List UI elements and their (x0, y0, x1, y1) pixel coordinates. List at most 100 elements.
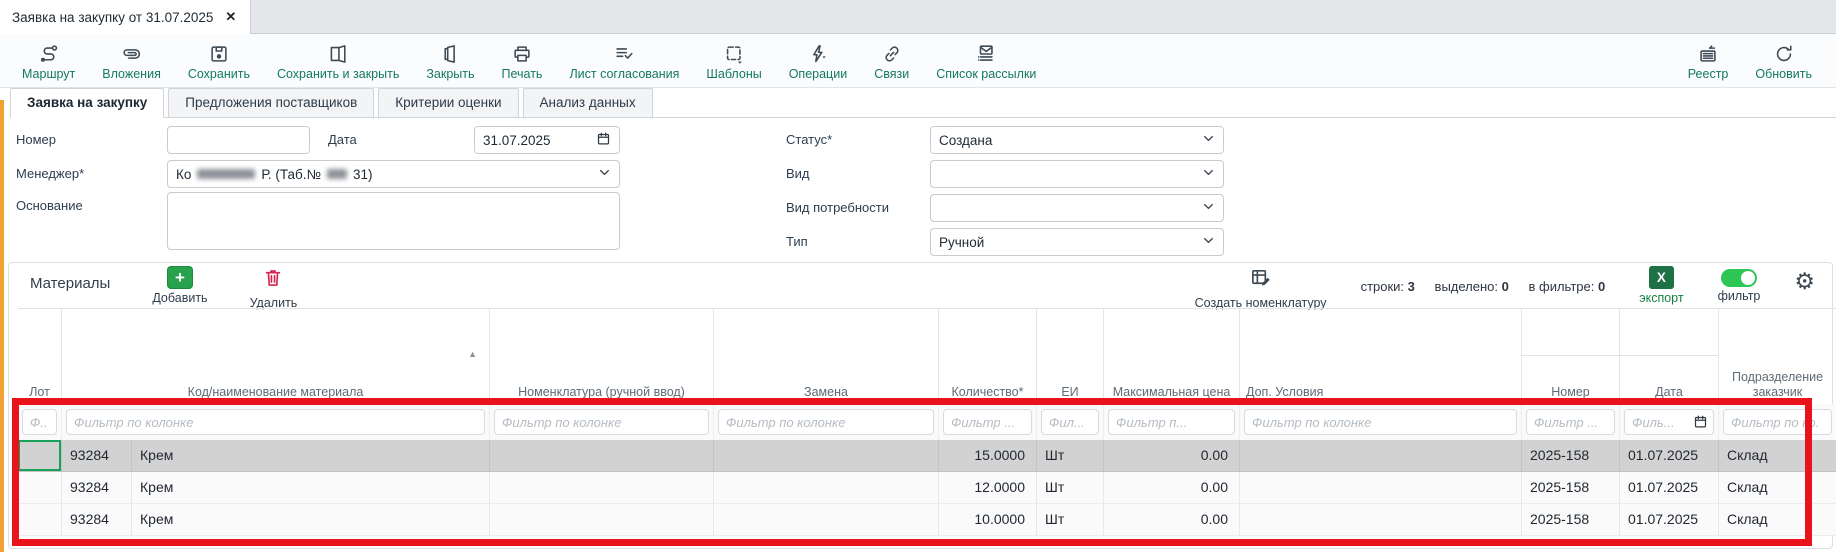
cell-code[interactable]: 93284 (62, 472, 132, 504)
column-header-quantity[interactable]: Количество* (939, 309, 1037, 404)
cell-unit[interactable]: Шт (1037, 504, 1104, 536)
cell-unit[interactable]: Шт (1037, 440, 1104, 472)
chevron-down-icon[interactable] (1202, 166, 1215, 182)
cell-lot[interactable] (18, 440, 62, 472)
chevron-down-icon[interactable] (598, 166, 611, 182)
create-nomenclature-button[interactable]: Создать номенклатуру (1195, 266, 1327, 310)
cell-extra[interactable] (1240, 440, 1522, 472)
toggle-on-icon[interactable] (1720, 269, 1757, 287)
cell-replacement[interactable] (714, 504, 939, 536)
cell-extra[interactable] (1240, 504, 1522, 536)
calendar-icon[interactable] (596, 131, 611, 149)
filter-input-replacement[interactable] (718, 409, 934, 435)
cell-max-price[interactable]: 0.00 (1104, 472, 1240, 504)
cell-number[interactable]: 2025-158 (1522, 472, 1620, 504)
cell-max-price[interactable]: 0.00 (1104, 440, 1240, 472)
templates-button[interactable]: Шаблоны (706, 43, 762, 81)
cell-name[interactable]: Крем (132, 472, 490, 504)
date-input[interactable]: 31.07.2025 (474, 126, 620, 154)
cell-quantity[interactable]: 12.0000 (939, 472, 1037, 504)
cell-code[interactable]: 93284 (62, 504, 132, 536)
column-header-replacement[interactable]: Замена (714, 309, 939, 404)
refresh-button[interactable]: Обновить (1755, 43, 1812, 81)
cell-extra[interactable] (1240, 472, 1522, 504)
operations-button[interactable]: Операции (789, 43, 847, 81)
cell-lot[interactable] (18, 472, 62, 504)
column-header-max-price[interactable]: Максимальная цена (1104, 309, 1240, 404)
tab-evaluation-criteria[interactable]: Критерии оценки (378, 88, 519, 118)
cell-name[interactable]: Крем (132, 440, 490, 472)
filter-input-max-price[interactable] (1108, 409, 1235, 435)
cell-unit[interactable]: Шт (1037, 472, 1104, 504)
cell-division[interactable]: Склад (1719, 472, 1836, 504)
column-header-unit[interactable]: ЕИ (1037, 309, 1104, 404)
attachments-button[interactable]: Вложения (102, 43, 161, 81)
filter-input-lot[interactable] (22, 409, 57, 435)
number-input[interactable] (167, 126, 310, 154)
tab-data-analysis[interactable]: Анализ данных (522, 88, 653, 118)
cell-quantity[interactable]: 15.0000 (939, 440, 1037, 472)
cell-date[interactable]: 01.07.2025 (1620, 440, 1719, 472)
tab-request[interactable]: Заявка на закупку (10, 88, 165, 118)
tab-supplier-offers[interactable]: Предложения поставщиков (168, 88, 375, 118)
kind-select[interactable] (930, 160, 1224, 188)
cell-nomenclature[interactable] (490, 504, 714, 536)
chevron-down-icon[interactable] (1202, 132, 1215, 148)
cell-nomenclature[interactable] (490, 472, 714, 504)
filter-input-quantity[interactable] (943, 409, 1032, 435)
filter-input-division[interactable] (1723, 409, 1832, 435)
excel-export-button[interactable]: X экспорт (1639, 266, 1684, 305)
chevron-down-icon[interactable] (1202, 234, 1215, 250)
column-header-nomenclature[interactable]: Номенклатура (ручной ввод) (490, 309, 714, 404)
close-document-button[interactable]: Закрыть (426, 43, 475, 81)
need-kind-select[interactable] (930, 194, 1224, 222)
column-header-number[interactable]: Номер (1521, 309, 1620, 404)
cell-number[interactable]: 2025-158 (1522, 504, 1620, 536)
table-row[interactable]: 93284 Крем 15.0000 Шт 0.00 2025-158 01.0… (18, 440, 1836, 472)
close-icon[interactable]: ✕ (225, 9, 237, 24)
registry-button[interactable]: Реестр (1688, 43, 1728, 81)
cell-name[interactable]: Крем (132, 504, 490, 536)
sort-asc-icon[interactable]: ▲ (468, 349, 477, 360)
cell-lot[interactable] (18, 504, 62, 536)
filter-input-extra[interactable] (1244, 409, 1517, 435)
print-button[interactable]: Печать (502, 43, 542, 81)
column-header-lot[interactable]: Лот (18, 309, 62, 404)
cell-replacement[interactable] (714, 440, 939, 472)
type-select[interactable]: Ручной (930, 228, 1224, 256)
delete-row-button[interactable]: Удалить (250, 266, 297, 310)
filter-input-code-name[interactable] (66, 409, 485, 435)
filter-input-unit[interactable] (1041, 409, 1099, 435)
cell-number[interactable]: 2025-158 (1522, 440, 1620, 472)
chevron-down-icon[interactable] (1202, 200, 1215, 216)
save-close-button[interactable]: Сохранить и закрыть (277, 43, 399, 81)
approval-sheet-button[interactable]: Лист согласования (569, 43, 679, 81)
cell-date[interactable]: 01.07.2025 (1620, 472, 1719, 504)
table-row[interactable]: 93284 Крем 12.0000 Шт 0.00 2025-158 01.0… (18, 472, 1836, 504)
column-header-division[interactable]: Подразделение заказчик (1719, 309, 1836, 404)
links-button[interactable]: Связи (874, 43, 909, 81)
route-button[interactable]: Маршрут (22, 43, 75, 81)
filter-input-date[interactable] (1624, 409, 1714, 435)
filter-input-nomenclature[interactable] (494, 409, 709, 435)
filter-input-number[interactable] (1526, 409, 1615, 435)
cell-replacement[interactable] (714, 472, 939, 504)
manager-select[interactable]: Ко Р. (Таб.№ 31) (167, 160, 620, 188)
column-header-extra[interactable]: Доп. Условия (1240, 309, 1522, 404)
save-button[interactable]: Сохранить (188, 43, 250, 81)
column-header-code-name[interactable]: Код/наименование материала ▲ (62, 309, 490, 404)
table-row[interactable]: 93284 Крем 10.0000 Шт 0.00 2025-158 01.0… (18, 504, 1836, 536)
column-header-date[interactable]: Дата (1619, 309, 1719, 404)
mailing-list-button[interactable]: Список рассылки (936, 43, 1036, 81)
basis-textarea[interactable] (167, 192, 620, 250)
cell-max-price[interactable]: 0.00 (1104, 504, 1240, 536)
add-row-button[interactable]: + Добавить (152, 266, 208, 305)
cell-nomenclature[interactable] (490, 440, 714, 472)
cell-division[interactable]: Склад (1719, 440, 1836, 472)
document-tab[interactable]: Заявка на закупку от 31.07.2025 ✕ (0, 0, 252, 34)
cell-division[interactable]: Склад (1719, 504, 1836, 536)
status-select[interactable]: Создана (930, 126, 1224, 154)
cell-code[interactable]: 93284 (62, 440, 132, 472)
gear-icon[interactable]: ⚙ (1794, 268, 1815, 294)
filter-toggle[interactable]: фильтр (1718, 266, 1760, 303)
